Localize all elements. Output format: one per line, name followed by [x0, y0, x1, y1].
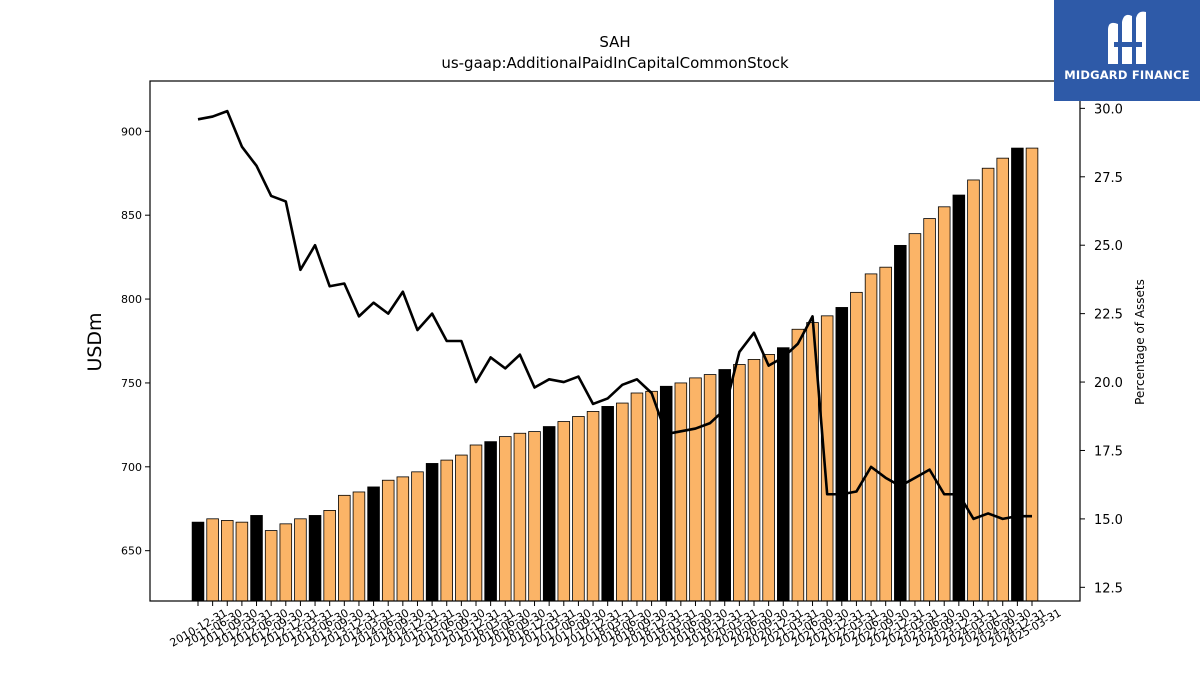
- percentage-of-assets-line: [197, 109, 1032, 521]
- y-tick-label: 650: [121, 545, 142, 558]
- bar-2011-09-30: [235, 521, 249, 602]
- bar-2024-03-31: [967, 179, 980, 602]
- bar-2024-09-30: [996, 157, 1009, 602]
- bar-2021-12-31: [835, 307, 849, 602]
- bar-2024-06-30: [981, 167, 995, 602]
- bar-2011-03-31: [206, 518, 219, 602]
- bar-2014-12-31: [425, 463, 439, 602]
- bar-2019-06-30: [689, 377, 702, 602]
- y2-tick-label: 27.5: [1094, 171, 1123, 186]
- bar-2016-12-31: [542, 426, 556, 602]
- bar-2012-12-31: [308, 515, 322, 602]
- bar-2010-12-31: [191, 521, 205, 602]
- bar-2022-03-31: [850, 291, 863, 602]
- bar-2018-09-30: [645, 390, 658, 602]
- bar-2019-09-30: [703, 374, 717, 602]
- midgard-m-logo-icon: [1108, 11, 1146, 65]
- bar-2020-06-30: [747, 359, 761, 602]
- y2-tick-label: 12.5: [1094, 581, 1123, 596]
- bar-2014-09-30: [411, 471, 424, 602]
- bar-2013-03-31: [323, 510, 336, 602]
- bar-2012-06-30: [279, 523, 293, 602]
- axis-ticks: 650 700 750 800 850 900 12.5 15.0 17.5 20.0 22.5 25…: [121, 102, 1123, 649]
- bar-2016-03-31: [499, 436, 512, 602]
- y-tick-label: 700: [121, 461, 142, 474]
- bar-2022-09-30: [879, 266, 892, 602]
- y2-tick-label: 15.0: [1094, 513, 1123, 528]
- bar-2018-06-30: [630, 392, 644, 602]
- brand-name: MIDGARD FINANCE: [1064, 68, 1190, 82]
- bar-2013-12-31: [367, 486, 380, 602]
- bar-2015-03-31: [440, 459, 453, 602]
- chart-subtitle: us-gaap:AdditionalPaidInCapitalCommonSto…: [441, 54, 789, 72]
- bar-2011-06-30: [221, 520, 234, 602]
- bar-2020-09-30: [762, 354, 775, 602]
- bar-2012-09-30: [294, 518, 307, 602]
- bar-2015-09-30: [469, 444, 483, 602]
- bar-2022-12-31: [894, 244, 907, 602]
- bar-2017-09-30: [586, 411, 600, 602]
- bar-2017-06-30: [572, 416, 585, 602]
- bar-2017-03-31: [557, 421, 571, 602]
- line-series: [197, 109, 1032, 521]
- bar-2016-06-30: [513, 432, 527, 602]
- y2-tick-label: 22.5: [1094, 308, 1123, 323]
- bar-2013-06-30: [338, 494, 351, 602]
- bar-2024-12-31: [1011, 147, 1024, 602]
- y-tick-label: 750: [121, 377, 142, 390]
- chart-title: SAH: [599, 33, 630, 51]
- y-tick-label: 850: [121, 209, 142, 222]
- bar-2021-03-31: [791, 328, 805, 602]
- bar-2014-03-31: [381, 479, 395, 602]
- bar-2011-12-31: [250, 515, 263, 602]
- bar-2023-12-31: [952, 194, 966, 602]
- bar-2015-06-30: [455, 454, 468, 602]
- bar-2014-06-30: [396, 476, 410, 602]
- bar-2019-03-31: [674, 382, 688, 602]
- bar-2020-03-31: [733, 364, 746, 602]
- bar-2020-12-31: [777, 347, 790, 602]
- y-tick-label: 800: [121, 293, 142, 306]
- y-tick-label: 900: [121, 125, 142, 138]
- bar-2025-03-31: [1025, 147, 1039, 602]
- bar-2017-12-31: [601, 406, 614, 602]
- bar-2018-12-31: [659, 385, 673, 602]
- bar-2022-06-30: [864, 273, 878, 602]
- y2-tick-label: 20.0: [1094, 376, 1123, 391]
- bar-2013-09-30: [352, 491, 366, 602]
- bar-2015-12-31: [484, 441, 497, 602]
- y-axis-label: USDm: [84, 312, 106, 371]
- bar-2023-03-31: [908, 233, 922, 602]
- y2-tick-label: 30.0: [1094, 102, 1123, 117]
- bar-2012-03-31: [264, 530, 278, 602]
- bar-2016-09-30: [528, 431, 541, 602]
- bar-2018-03-31: [616, 402, 629, 602]
- y2-tick-label: 17.5: [1094, 444, 1123, 459]
- y2-tick-label: 25.0: [1094, 239, 1123, 254]
- brand-logo: MIDGARD FINANCE: [1054, 0, 1200, 101]
- bar-series: [191, 147, 1039, 602]
- y2-axis-label: Percentage of Assets: [1133, 279, 1147, 405]
- plot-frame: [149, 80, 1081, 602]
- bar-2023-09-30: [937, 206, 951, 602]
- bar-2023-06-30: [923, 218, 936, 602]
